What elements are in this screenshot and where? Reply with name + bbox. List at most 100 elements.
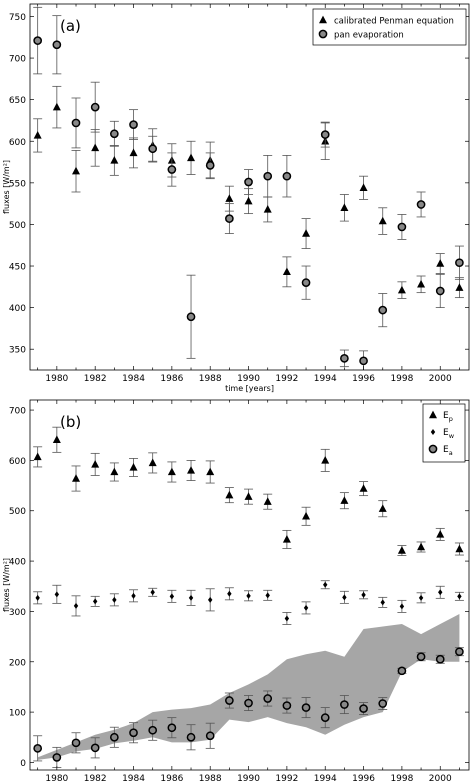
x-tick-label: 1996 [352, 774, 375, 783]
data-point-circle [301, 278, 311, 288]
data-point-triangle [33, 131, 42, 139]
y-tick-label: 500 [9, 221, 26, 231]
y-tick-label: 650 [9, 96, 26, 106]
data-point-triangle [72, 474, 81, 482]
data-point-diamond [92, 598, 98, 605]
uncertainty-band [37, 613, 460, 760]
y-tick-label: 300 [9, 608, 26, 618]
data-point-triangle [187, 466, 196, 474]
x-tick-label: 1994 [314, 374, 337, 384]
data-point-triangle [72, 166, 81, 175]
data-point-triangle [282, 535, 291, 543]
data-point-circle [435, 654, 445, 664]
x-tick-label: 1996 [352, 374, 375, 384]
panel-label: (a) [60, 17, 81, 35]
data-point-circle [148, 144, 158, 154]
data-point-circle [186, 732, 196, 742]
x-tick-label: 1994 [314, 774, 337, 783]
data-point-triangle [110, 467, 119, 476]
x-tick-label: 1990 [237, 374, 260, 384]
y-tick-label: 550 [9, 179, 26, 189]
x-tick-label: 1998 [390, 774, 413, 783]
data-point-circle [416, 652, 426, 662]
data-point-triangle [110, 155, 119, 164]
data-point-diamond [188, 594, 194, 601]
data-point-triangle [455, 283, 464, 291]
data-point-circle [263, 694, 273, 703]
data-point-circle [282, 171, 292, 181]
data-point-triangle [340, 496, 349, 504]
legend-label: Ep [443, 411, 453, 423]
data-point-circle [52, 40, 62, 50]
data-point-circle [359, 704, 368, 713]
data-point-circle [244, 177, 253, 187]
y-tick-label: 450 [9, 263, 26, 273]
data-point-circle [416, 200, 426, 209]
data-point-circle [397, 666, 407, 676]
legend-marker-circle [428, 444, 438, 454]
y-tick-label: 400 [9, 558, 26, 568]
y-tick-label: 0 [20, 759, 26, 769]
data-point-triangle [129, 148, 138, 157]
data-point-diamond [303, 604, 309, 611]
data-point-diamond [112, 596, 117, 603]
data-point-triangle [455, 544, 464, 553]
data-point-diamond [323, 581, 328, 588]
legend-subscript: a [449, 449, 453, 457]
data-point-circle [359, 356, 368, 366]
data-point-diamond [380, 599, 385, 606]
y-tick-label: 400 [9, 304, 26, 314]
data-point-diamond [54, 591, 60, 598]
data-point-triangle [33, 452, 42, 461]
x-tick-label: 1984 [122, 774, 145, 783]
data-point-circle [33, 36, 43, 45]
data-point-circle [263, 171, 273, 181]
data-point-triangle [263, 497, 272, 505]
legend-symbol: E [443, 445, 449, 455]
data-point-diamond [150, 589, 155, 596]
data-point-circle [340, 700, 349, 709]
data-point-triangle [436, 259, 445, 267]
data-point-circle [129, 120, 138, 129]
data-point-circle [435, 286, 445, 296]
data-point-diamond [399, 603, 405, 610]
legend-label: pan evaporation [334, 31, 404, 41]
data-point-diamond [246, 592, 251, 599]
data-point-diamond [131, 592, 136, 599]
data-point-triangle [378, 504, 387, 512]
legend-marker-circle [318, 29, 328, 39]
data-point-triangle [244, 492, 253, 500]
y-tick-label: 350 [9, 346, 26, 356]
data-point-triangle [359, 183, 368, 192]
data-point-circle [397, 222, 407, 232]
panel-a: 1980 1982 1984 1986 1988 1990 1992 1994 1996 1998… [2, 3, 470, 393]
data-point-triangle [282, 267, 291, 276]
y-tick-label: 750 [9, 13, 26, 23]
data-point-circle [205, 731, 215, 741]
x-tick-label: 1990 [237, 774, 260, 783]
data-point-circle [455, 647, 464, 657]
y-tick-label: 100 [9, 709, 26, 719]
data-point-diamond [265, 592, 270, 599]
y-axis-label: fluxes [W/m²] [2, 160, 11, 214]
legend-subscript: p [449, 415, 453, 423]
data-point-circle [148, 725, 158, 735]
y-tick-label: 200 [9, 658, 26, 668]
data-point-triangle [52, 102, 61, 111]
data-point-triangle [378, 216, 387, 225]
data-point-triangle [397, 546, 406, 554]
x-tick-label: 1988 [199, 774, 222, 783]
data-point-circle [340, 354, 349, 363]
plot-frame [29, 399, 470, 771]
data-point-triangle [397, 285, 406, 294]
plot-data [33, 6, 464, 370]
data-point-triangle [52, 435, 61, 443]
data-point-triangle [321, 456, 330, 464]
data-point-circle [301, 703, 311, 712]
x-tick-label: 1984 [122, 374, 145, 384]
data-point-diamond [457, 593, 462, 600]
data-point-diamond [284, 615, 290, 622]
data-point-circle [90, 743, 100, 753]
